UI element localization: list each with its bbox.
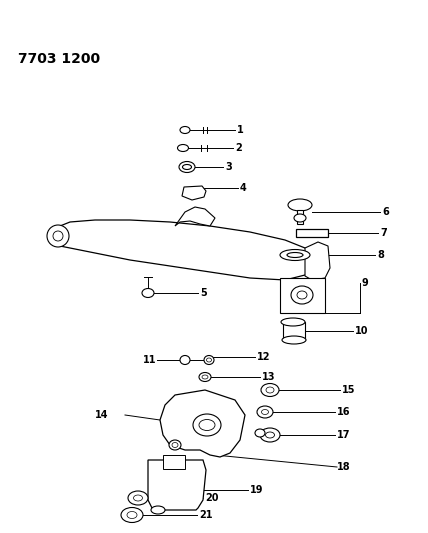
Text: 17: 17	[337, 430, 351, 440]
Ellipse shape	[128, 491, 148, 505]
Ellipse shape	[134, 495, 143, 501]
Ellipse shape	[287, 253, 303, 257]
Ellipse shape	[282, 336, 306, 344]
Ellipse shape	[199, 419, 215, 431]
Text: 4: 4	[240, 183, 247, 193]
Ellipse shape	[206, 358, 211, 362]
Ellipse shape	[193, 414, 221, 436]
Text: 16: 16	[337, 407, 351, 417]
Ellipse shape	[291, 286, 313, 304]
Text: 19: 19	[250, 485, 264, 495]
Text: 2: 2	[235, 143, 242, 153]
Ellipse shape	[180, 126, 190, 133]
Text: 18: 18	[337, 462, 351, 472]
Ellipse shape	[262, 409, 268, 415]
Text: 21: 21	[199, 510, 212, 520]
Text: 13: 13	[262, 372, 276, 382]
Ellipse shape	[53, 231, 63, 241]
Ellipse shape	[151, 506, 165, 514]
Ellipse shape	[280, 249, 310, 261]
Text: 12: 12	[257, 352, 270, 362]
Bar	[280, 278, 325, 313]
Bar	[296, 229, 328, 237]
Ellipse shape	[199, 373, 211, 382]
Ellipse shape	[204, 356, 214, 365]
Ellipse shape	[180, 356, 190, 365]
Ellipse shape	[265, 432, 274, 438]
Ellipse shape	[294, 214, 306, 222]
Text: 1: 1	[237, 125, 244, 135]
Ellipse shape	[178, 144, 188, 151]
Ellipse shape	[297, 291, 307, 299]
Text: 5: 5	[200, 288, 207, 298]
Ellipse shape	[47, 225, 69, 247]
Text: 10: 10	[355, 326, 369, 336]
Ellipse shape	[281, 318, 305, 326]
Ellipse shape	[266, 387, 274, 393]
Text: 14: 14	[95, 410, 109, 420]
Bar	[283, 322, 305, 340]
Bar	[297, 210, 303, 224]
Text: 3: 3	[225, 162, 232, 172]
Text: 6: 6	[382, 207, 389, 217]
Ellipse shape	[169, 440, 181, 450]
Ellipse shape	[121, 507, 143, 522]
Polygon shape	[148, 460, 206, 510]
Text: 11: 11	[143, 355, 157, 365]
Ellipse shape	[255, 429, 265, 437]
Text: 20: 20	[205, 493, 219, 503]
Ellipse shape	[182, 165, 191, 169]
Polygon shape	[160, 390, 245, 457]
Text: 7: 7	[380, 228, 387, 238]
Bar	[163, 455, 185, 469]
Text: 9: 9	[362, 278, 369, 288]
Text: 8: 8	[377, 250, 384, 260]
Ellipse shape	[127, 512, 137, 519]
Ellipse shape	[202, 375, 208, 379]
Polygon shape	[55, 220, 315, 280]
Ellipse shape	[142, 288, 154, 297]
Polygon shape	[305, 242, 330, 280]
Ellipse shape	[179, 161, 195, 173]
Polygon shape	[182, 186, 206, 200]
Text: 7703 1200: 7703 1200	[18, 52, 100, 66]
Ellipse shape	[260, 428, 280, 442]
Polygon shape	[175, 207, 215, 226]
Text: 15: 15	[342, 385, 356, 395]
Ellipse shape	[172, 442, 178, 448]
Ellipse shape	[261, 384, 279, 397]
Ellipse shape	[257, 406, 273, 418]
Ellipse shape	[288, 199, 312, 211]
